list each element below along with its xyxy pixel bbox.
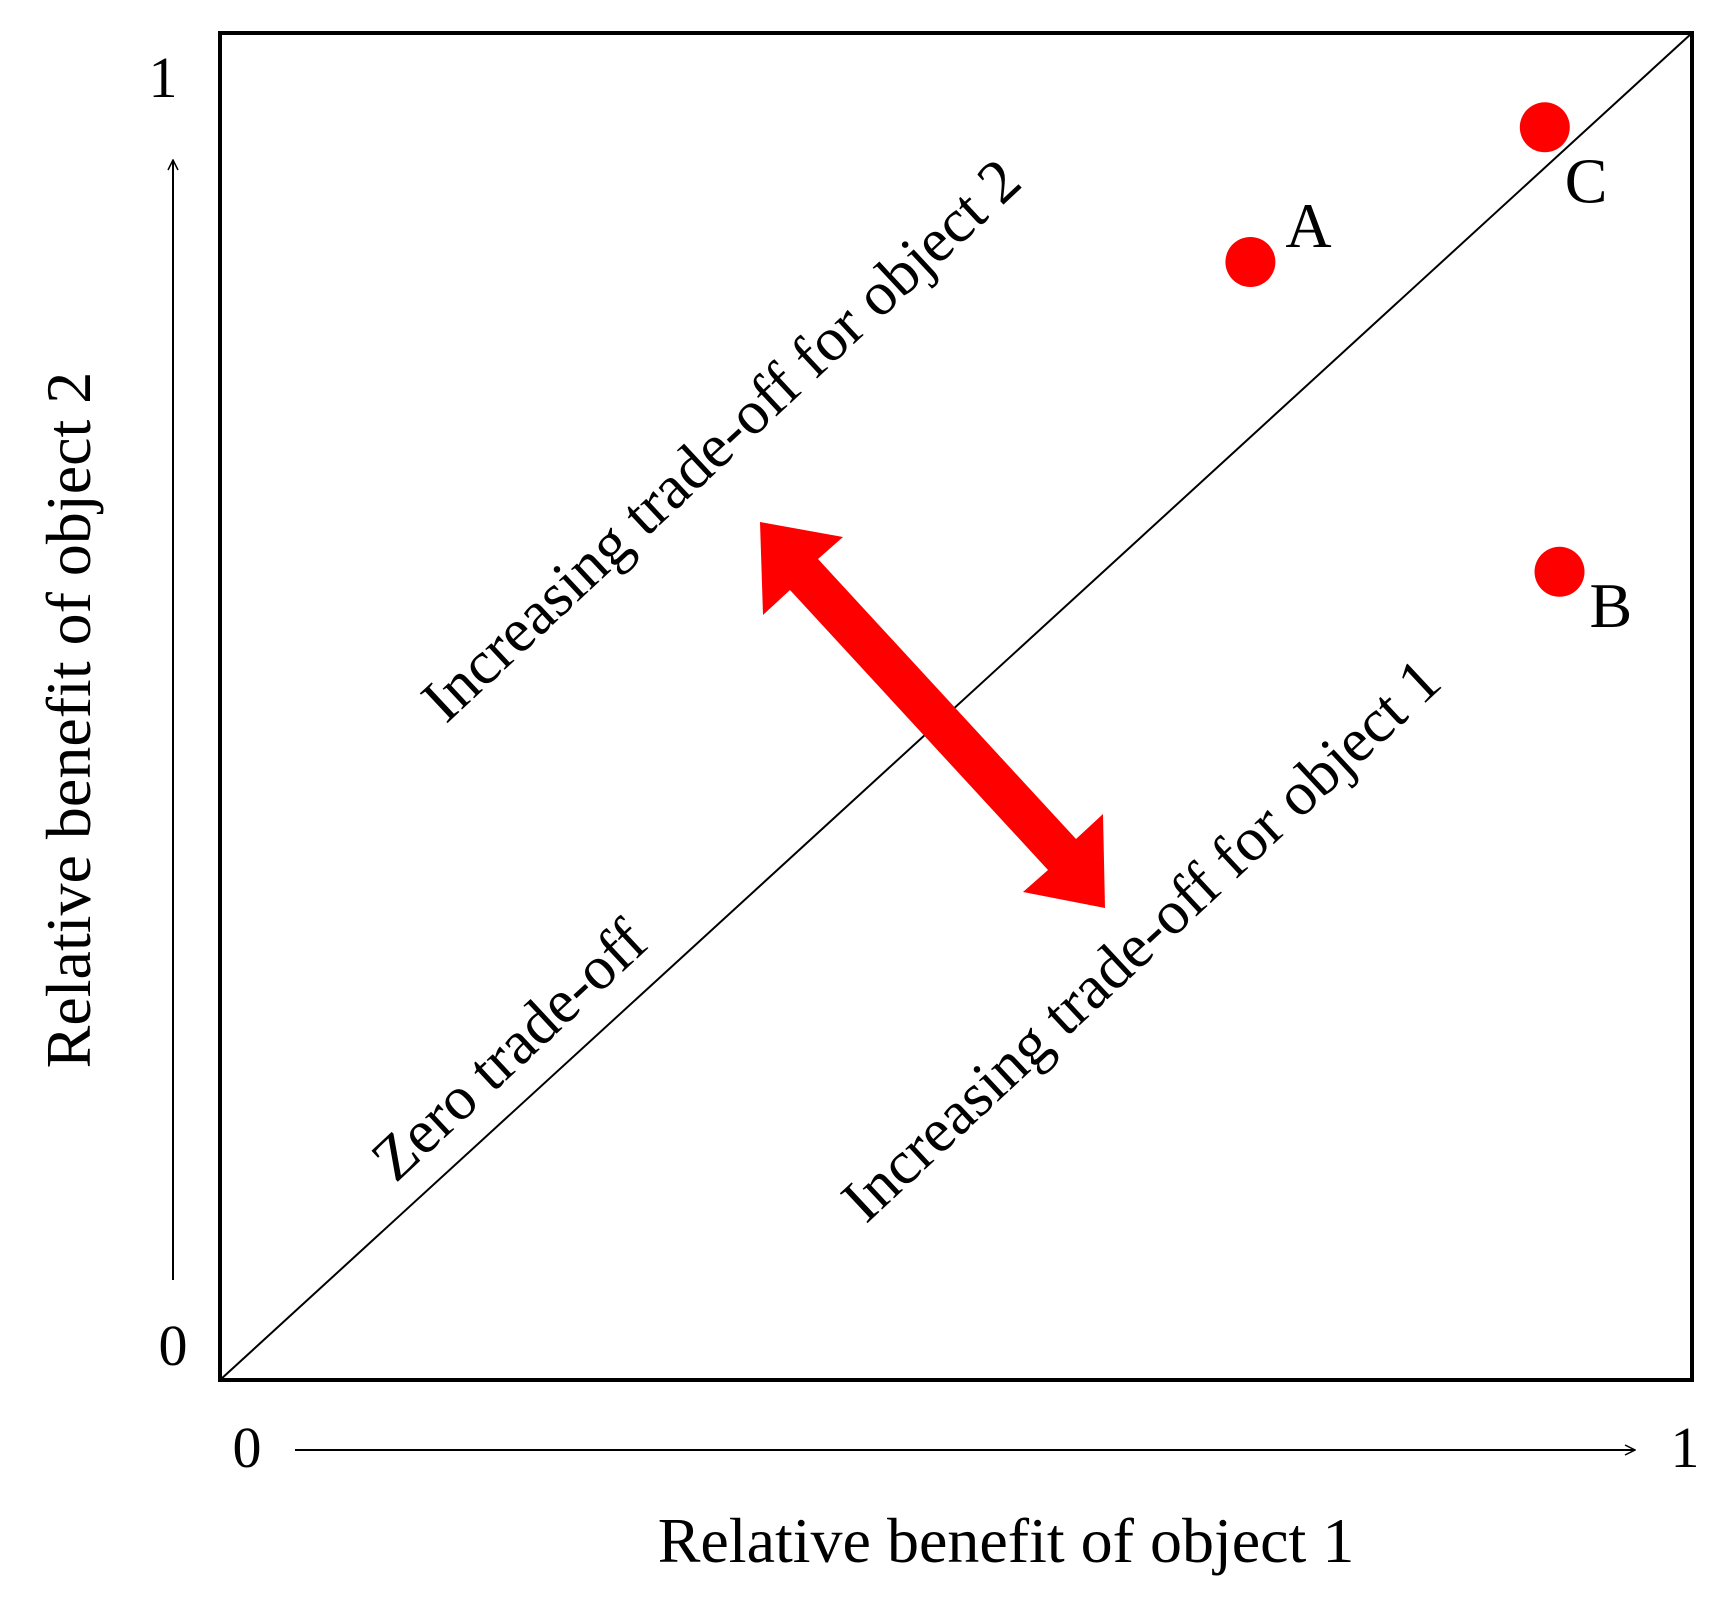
point-a	[1225, 236, 1276, 287]
point-label-c: C	[1565, 145, 1608, 216]
plot-frame	[218, 31, 1694, 1382]
point-label-a: A	[1285, 190, 1331, 261]
y-tick-max: 1	[149, 45, 178, 110]
diagonal-label: Zero trade-off	[359, 907, 660, 1194]
x-tick-min: 0	[233, 1415, 262, 1480]
data-points: A B C	[1225, 102, 1632, 641]
point-label-b: B	[1590, 570, 1633, 641]
upper-region-label: Increasing trade-off for object 2	[409, 146, 1034, 735]
trade-off-double-arrow	[760, 522, 1105, 908]
point-b	[1534, 546, 1585, 597]
y-axis-label: Relative benefit of object 2	[33, 372, 104, 1069]
x-axis-label: Relative benefit of object 1	[658, 1505, 1355, 1576]
x-tick-max: 1	[1671, 1415, 1700, 1480]
point-c	[1519, 102, 1570, 153]
zero-trade-off-line	[219, 32, 1693, 1381]
lower-region-label: Increasing trade-off for object 1	[829, 646, 1454, 1235]
y-tick-min: 0	[159, 1313, 188, 1378]
